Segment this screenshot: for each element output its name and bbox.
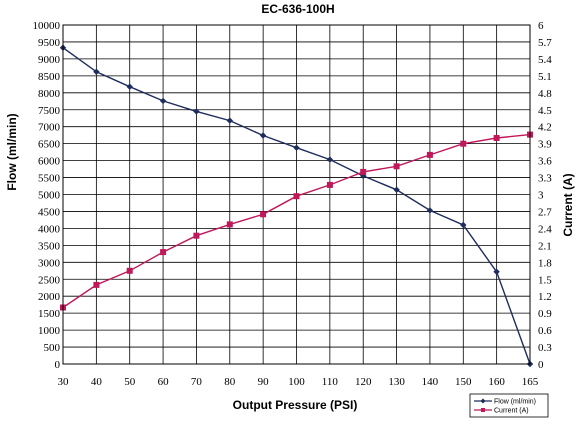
current-data-point (193, 232, 200, 239)
y2-tick-label: 3.6 (538, 156, 552, 168)
y-tick-label: 7000 (38, 122, 61, 134)
x-tick-label: 50 (124, 376, 136, 388)
current-data-point (226, 221, 233, 228)
flow-data-point (393, 186, 400, 193)
y2-tick-label: 0.9 (538, 308, 552, 320)
y-tick-label: 0 (55, 359, 61, 371)
current-data-point (360, 168, 367, 175)
x-tick-label: 120 (355, 376, 372, 388)
y2-tick-label: 5.4 (538, 54, 552, 66)
flow-data-point (493, 268, 500, 275)
x-tick-label: 30 (58, 376, 70, 388)
y-tick-label: 6000 (38, 156, 61, 168)
y-tick-label: 3000 (38, 257, 61, 269)
y-tick-label: 10000 (33, 20, 61, 32)
series-layer (59, 44, 534, 368)
y2-tick-label: 6 (538, 20, 544, 32)
flow-data-point (93, 68, 100, 75)
y2-tick-label: 4.8 (538, 88, 552, 100)
flow-data-point (226, 117, 233, 124)
y2-tick-label: 2.7 (538, 206, 552, 218)
y-tick-label: 6500 (38, 139, 61, 151)
y-tick-label: 4500 (38, 206, 61, 218)
y2-axis-label: Current (A) (561, 173, 575, 236)
legend-flow-label: Flow (ml/min) (494, 399, 536, 406)
y2-tick-label: 3.3 (538, 173, 552, 185)
legend-current-marker (481, 408, 485, 412)
current-data-point (93, 281, 100, 288)
legend-flow-marker (480, 398, 486, 404)
flow-data-point (426, 207, 434, 214)
current-data-point (160, 249, 167, 256)
chart-title: EC-636-100H (261, 2, 334, 16)
y-tick-label: 1000 (38, 325, 61, 337)
x-tick-label: 140 (422, 376, 439, 388)
y-tick-label: 9500 (38, 37, 61, 49)
x-tick-label: 80 (224, 376, 236, 388)
legend-box (469, 393, 549, 418)
flow-data-point (460, 221, 467, 229)
y2-tick-label: 0 (538, 359, 544, 371)
y-tick-label: 3500 (38, 240, 61, 252)
flow-data-point (259, 132, 267, 139)
y-tick-label: 500 (44, 342, 61, 354)
x-tick-label: 110 (322, 376, 339, 388)
x-axis-label: Output Pressure (PSI) (233, 398, 358, 412)
y2-tick-label: 0.6 (538, 325, 552, 337)
flow-data-point (159, 97, 167, 105)
y2-tick-label: 5.1 (538, 71, 552, 83)
current-data-point (126, 267, 133, 274)
y2-tick-label: 0.3 (538, 342, 552, 354)
y-tick-label: 7500 (38, 105, 61, 117)
y2-tick-label: 4.2 (538, 122, 552, 134)
x-tick-label: 100 (288, 376, 305, 388)
x-tick-label: 40 (91, 376, 103, 388)
x-tick-label: 150 (455, 376, 472, 388)
x-tick-label: 165 (522, 376, 539, 388)
y-tick-label: 1500 (38, 308, 61, 320)
y-tick-label: 8500 (38, 71, 61, 83)
flow-data-point (326, 156, 334, 163)
chart-legend: Flow (ml/min) Current (A) (469, 393, 549, 418)
current-data-point (460, 140, 467, 147)
x-tick-label: 160 (488, 376, 505, 388)
y-tick-label: 2500 (38, 274, 61, 286)
current-data-point (260, 211, 267, 218)
flow-data-point (293, 144, 300, 151)
y2-tick-label: 5.7 (538, 37, 552, 49)
y-axis-label: Flow (ml/min) (5, 113, 19, 190)
flow-data-point (193, 108, 200, 115)
current-data-point (426, 151, 433, 158)
y2-tick-label: 3 (538, 190, 544, 202)
y2-tick-label: 4.5 (538, 105, 552, 117)
y-tick-label: 2000 (38, 291, 61, 303)
current-data-point (326, 181, 333, 188)
legend-current-label: Current (A) (494, 408, 529, 415)
y-tick-label: 5000 (38, 190, 61, 202)
y-tick-label: 8000 (38, 88, 61, 100)
flow-data-point (126, 83, 133, 90)
current-data-point (293, 193, 300, 200)
tick-labels: 0500100015002000250030003500400045005000… (33, 20, 553, 388)
grid-lines (62, 24, 531, 365)
y2-tick-label: 1.5 (538, 274, 552, 286)
x-tick-label: 60 (158, 376, 170, 388)
y2-tick-label: 2.4 (538, 223, 552, 235)
x-tick-label: 130 (388, 376, 405, 388)
x-tick-label: 70 (191, 376, 203, 388)
y-tick-label: 9000 (38, 54, 61, 66)
y2-tick-label: 1.2 (538, 291, 552, 303)
y-tick-label: 4000 (38, 223, 61, 235)
y-tick-label: 5500 (38, 173, 61, 185)
x-tick-label: 90 (258, 376, 270, 388)
y2-tick-label: 2.1 (538, 240, 552, 252)
current-data-point (493, 135, 500, 141)
y2-tick-label: 1.8 (538, 257, 552, 269)
current-data-point (393, 163, 400, 170)
plot-frame (62, 24, 531, 365)
y2-tick-label: 3.9 (538, 139, 552, 151)
